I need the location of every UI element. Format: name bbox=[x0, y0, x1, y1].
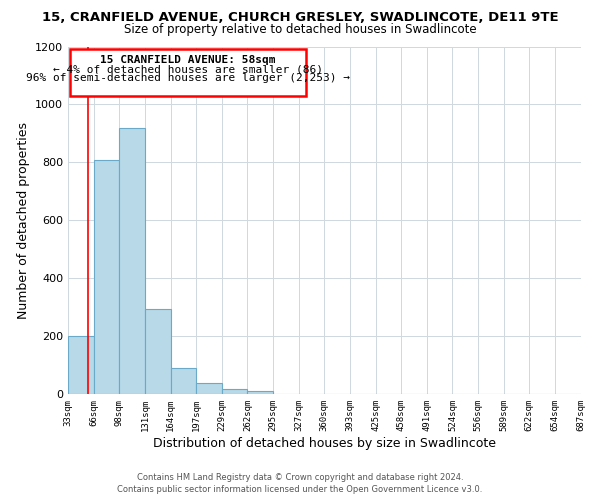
Text: ← 4% of detached houses are smaller (86): ← 4% of detached houses are smaller (86) bbox=[53, 64, 323, 74]
Bar bbox=[68, 336, 94, 394]
Bar bbox=[70, 50, 307, 96]
X-axis label: Distribution of detached houses by size in Swadlincote: Distribution of detached houses by size … bbox=[153, 437, 496, 450]
Text: 96% of semi-detached houses are larger (2,253) →: 96% of semi-detached houses are larger (… bbox=[26, 73, 350, 83]
Y-axis label: Number of detached properties: Number of detached properties bbox=[17, 122, 29, 319]
Text: Size of property relative to detached houses in Swadlincote: Size of property relative to detached ho… bbox=[124, 22, 476, 36]
Bar bbox=[247, 392, 273, 394]
Text: Contains HM Land Registry data © Crown copyright and database right 2024.
Contai: Contains HM Land Registry data © Crown c… bbox=[118, 472, 482, 494]
Bar bbox=[170, 368, 196, 394]
Bar bbox=[119, 128, 145, 394]
Text: 15, CRANFIELD AVENUE, CHURCH GRESLEY, SWADLINCOTE, DE11 9TE: 15, CRANFIELD AVENUE, CHURCH GRESLEY, SW… bbox=[41, 11, 559, 24]
Bar bbox=[145, 309, 170, 394]
Bar bbox=[196, 384, 222, 394]
Text: 15 CRANFIELD AVENUE: 58sqm: 15 CRANFIELD AVENUE: 58sqm bbox=[100, 55, 276, 65]
Bar bbox=[222, 388, 247, 394]
Bar bbox=[94, 160, 119, 394]
